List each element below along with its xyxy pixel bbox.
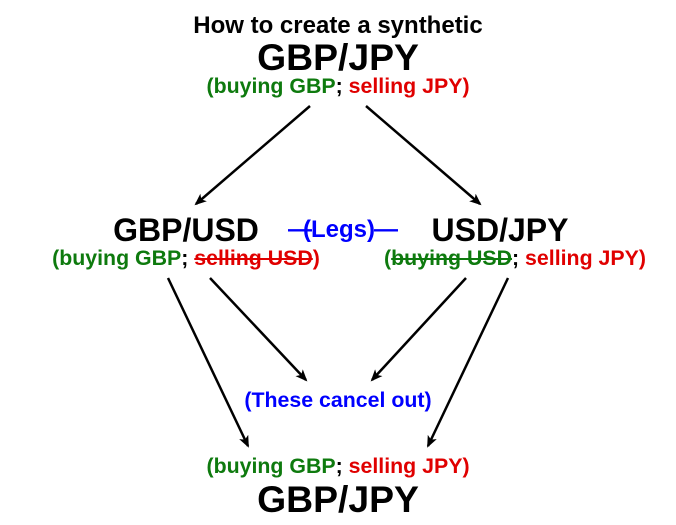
right-sep: ; xyxy=(512,246,525,270)
bottom-open: ( xyxy=(206,454,213,478)
right-sell: selling JPY xyxy=(525,246,639,270)
right-buy-strike: buying USD xyxy=(391,246,512,270)
arrow-left-cancel xyxy=(210,278,306,380)
left-sep: ; xyxy=(181,246,194,270)
legs-label: (Legs) xyxy=(303,216,373,244)
right-pair: USD/JPY xyxy=(374,212,626,249)
bottom-pair: GBP/JPY xyxy=(0,478,676,521)
top-paren: (buying GBP; selling JPY) xyxy=(0,74,676,99)
arrow-top-left xyxy=(196,106,310,204)
cancel-label: (These cancel out) xyxy=(0,388,676,413)
top-buy: buying GBP xyxy=(214,74,336,98)
top-sep: ; xyxy=(336,74,349,98)
left-sell-strike: selling USD xyxy=(194,246,313,270)
paren-open: ( xyxy=(206,74,213,98)
arrow-right-bottom xyxy=(428,278,508,446)
arrow-left-bottom xyxy=(168,278,248,446)
top-sell: selling JPY xyxy=(349,74,463,98)
right-paren: (buying USD; selling JPY) xyxy=(354,246,676,271)
left-buy: buying GBP xyxy=(59,246,181,270)
bottom-close: ) xyxy=(462,454,469,478)
bottom-sep: ; xyxy=(336,454,349,478)
bottom-sell: selling JPY xyxy=(349,454,463,478)
left-close: ) xyxy=(313,246,320,270)
arrow-top-right xyxy=(366,106,480,204)
bottom-buy: buying GBP xyxy=(214,454,336,478)
right-close: ) xyxy=(639,246,646,270)
arrow-right-cancel xyxy=(372,278,466,380)
diagram-root: { "colors": { "bg": "#ffffff", "text_bla… xyxy=(0,0,676,525)
bottom-paren: (buying GBP; selling JPY) xyxy=(0,454,676,479)
left-pair: GBP/USD xyxy=(60,212,312,249)
left-paren: (buying GBP; selling USD) xyxy=(20,246,352,271)
paren-close: ) xyxy=(462,74,469,98)
title-pair: GBP/JPY xyxy=(0,36,676,79)
